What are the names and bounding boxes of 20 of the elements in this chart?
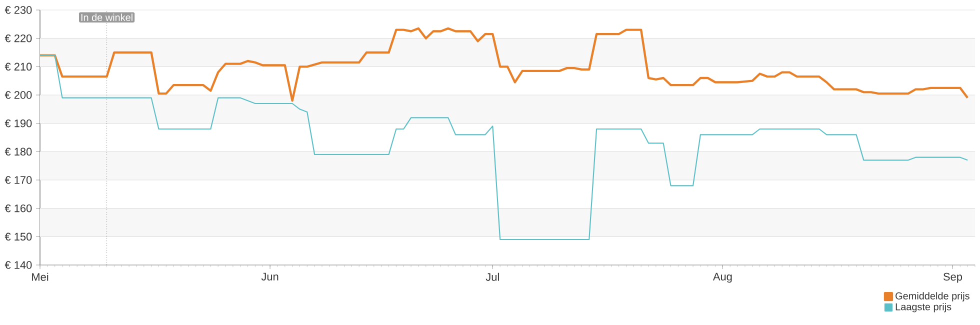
ref-line-label: In de winkel [81, 14, 132, 21]
legend-label: Gemiddelde prijs [896, 292, 970, 302]
y-tick-label: € 200 [4, 91, 32, 99]
line-series [38, 27, 969, 102]
y-tick-label: € 190 [4, 119, 32, 128]
y-tick-label: € 170 [4, 176, 32, 184]
y-tick-label: € 230 [4, 6, 32, 14]
y-tick-label: € 160 [4, 204, 32, 212]
x-tick-label: Jul [486, 272, 499, 281]
y-tick-label: € 180 [4, 148, 32, 156]
x-tick-label: Jun [261, 272, 278, 280]
y-tick-label: € 150 [4, 232, 32, 241]
line-series [39, 54, 968, 240]
y-tick-label: € 220 [4, 34, 32, 42]
y-tick-label: € 210 [4, 62, 32, 71]
x-tick-label: Aug [712, 272, 732, 283]
y-tick-label: € 140 [4, 261, 32, 269]
legend-label: Laagste prijs [896, 302, 952, 312]
x-tick-label: Mei [32, 272, 48, 281]
x-tick-label: Sep [944, 272, 962, 283]
